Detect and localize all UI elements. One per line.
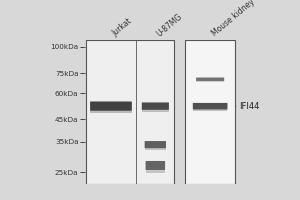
FancyBboxPatch shape [145, 141, 166, 148]
FancyBboxPatch shape [193, 103, 227, 109]
FancyBboxPatch shape [146, 161, 165, 170]
FancyBboxPatch shape [90, 101, 132, 111]
Bar [185, 40, 236, 184]
Bar [145, 148, 166, 150]
Bar [90, 111, 132, 113]
FancyBboxPatch shape [196, 78, 224, 81]
Text: IFI44: IFI44 [236, 102, 259, 111]
Text: Jurkat: Jurkat [111, 17, 134, 38]
Bar [146, 170, 165, 173]
Text: Mouse kidney: Mouse kidney [210, 0, 256, 38]
Bar [193, 109, 227, 111]
FancyBboxPatch shape [142, 102, 169, 110]
Bar [196, 81, 224, 82]
Bar [86, 40, 175, 184]
Bar [142, 110, 169, 112]
Text: U-87MG: U-87MG [155, 12, 184, 38]
